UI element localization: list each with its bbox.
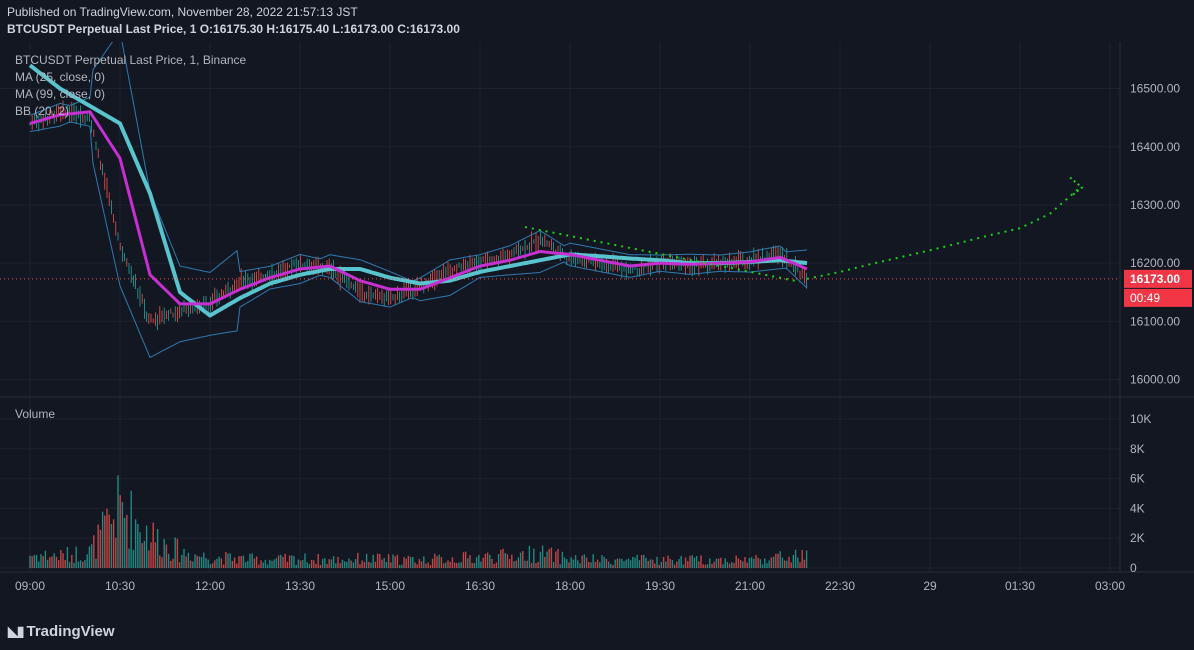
chart-area[interactable]: 16500.00 16400.00 16300.00 16200.00 16100.00…	[0, 29, 1194, 612]
indicator-lines	[0, 29, 1120, 359]
volume-tick-label: 6K	[1130, 472, 1145, 486]
ma99-line	[28, 63, 808, 318]
price-tick-label: 16100.00	[1130, 314, 1180, 328]
ma25-line	[29, 110, 808, 306]
legend-ma99[interactable]: MA (99, close, 0)	[15, 87, 106, 101]
time-tick-label: 13:30	[285, 579, 315, 593]
time-tick-label: 03:00	[1095, 579, 1125, 593]
volume-tick-label: 10K	[1130, 412, 1151, 426]
time-tick-label: 12:00	[195, 579, 225, 593]
time-tick-label: 19:30	[645, 579, 675, 593]
legend-ma25[interactable]: MA (25, close, 0)	[15, 70, 106, 84]
axes: 16500.00 16400.00 16300.00 16200.00 16100.00…	[15, 82, 1192, 593]
time-tick-label: 29	[923, 579, 937, 593]
bb-upper-line	[29, 29, 808, 281]
price-tick-label: 16200.00	[1130, 256, 1180, 270]
legend-bb[interactable]: BB (20, 2)	[15, 104, 70, 118]
footer: ◣▮ TradingView	[0, 612, 1194, 650]
time-tick-label: 15:00	[375, 579, 405, 593]
brand-name: TradingView	[26, 623, 115, 640]
chart-background	[0, 42, 1194, 612]
time-tick-label: 18:00	[555, 579, 585, 593]
time-tick-label: 09:00	[15, 579, 45, 593]
legend-title: BTCUSDT Perpetual Last Price, 1, Binance	[15, 53, 247, 67]
bb-lower-line	[29, 121, 808, 359]
tradingview-logo[interactable]: ◣▮ TradingView	[8, 623, 115, 640]
tradingview-logo-icon: ◣▮	[8, 623, 25, 639]
price-tick-label: 16000.00	[1130, 373, 1180, 387]
time-tick-label: 01:30	[1005, 579, 1035, 593]
volume-tick-label: 2K	[1130, 531, 1145, 545]
time-tick-label: 10:30	[105, 579, 135, 593]
grid-lines	[0, 42, 1194, 612]
projection-line	[806, 186, 1081, 280]
last-price-label: 16173.00	[1130, 272, 1180, 286]
price-tick-label: 16500.00	[1130, 82, 1180, 96]
time-tick-label: 21:00	[735, 579, 765, 593]
chart-header: Published on TradingView.com, November 2…	[0, 0, 1194, 42]
countdown-label: 00:49	[1130, 291, 1160, 305]
time-tick-label: 16:30	[465, 579, 495, 593]
published-info: Published on TradingView.com, November 2…	[7, 5, 358, 19]
price-tick-label: 16300.00	[1130, 198, 1180, 212]
volume-tick-label: 0	[1130, 561, 1137, 575]
ohlc-readout: BTCUSDT Perpetual Last Price, 1 O:16175.…	[7, 22, 460, 36]
legend-volume[interactable]: Volume	[15, 407, 56, 421]
volume-bars	[29, 475, 808, 568]
price-chart[interactable]: 16500.00 16400.00 16300.00 16200.00 16100.00…	[0, 29, 1194, 612]
last-price-badge	[1124, 269, 1192, 288]
projection-arrowhead	[1069, 176, 1084, 197]
volume-tick-label: 8K	[1130, 442, 1145, 456]
trend-line	[524, 226, 801, 283]
time-tick-label: 22:30	[825, 579, 855, 593]
price-tick-label: 16400.00	[1130, 140, 1180, 154]
countdown-badge	[1124, 288, 1192, 307]
volume-tick-label: 4K	[1130, 501, 1145, 515]
